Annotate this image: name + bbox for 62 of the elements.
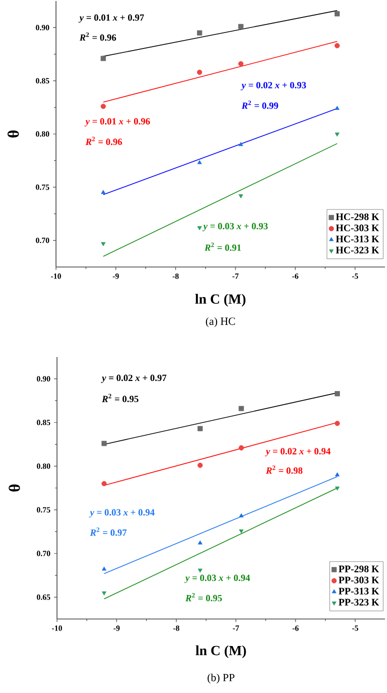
point (239, 513, 244, 518)
legend-label: HC-313 K (336, 236, 380, 242)
point (196, 30, 202, 36)
x-axis-title: ln C (M) (196, 645, 246, 658)
point (102, 566, 106, 571)
annotation: y = 0.03 x + 0.94 (89, 509, 155, 518)
annotation: y = 0.01 x + 0.97 (78, 14, 144, 23)
annotation: R$^{2}$ = 0.98 (266, 465, 302, 474)
y-axis-title: θ (8, 484, 20, 492)
point (197, 160, 202, 164)
point (196, 70, 202, 75)
annotation: y = 0.03 x + 0.93 (202, 222, 268, 232)
point (102, 481, 107, 486)
point (334, 391, 340, 396)
point (238, 445, 244, 450)
annotation: R$^{2}$ = 0.99 (242, 100, 278, 109)
point (238, 194, 244, 198)
point (335, 472, 340, 476)
annotation: y = 0.02 x + 0.94 (264, 448, 330, 456)
point (238, 142, 244, 146)
point (100, 104, 106, 109)
annotation: y = 0.01 x + 0.96 (84, 118, 150, 126)
point (238, 406, 244, 412)
point (334, 43, 340, 48)
annotation: y = 0.02 x + 0.93 (240, 82, 306, 90)
point (100, 56, 106, 62)
annotation: R$^{2}$ = 0.95 (102, 394, 138, 402)
point (238, 24, 244, 30)
legend-label: PP-323 K (338, 598, 380, 606)
legend-label: PP-298 K (338, 566, 380, 572)
y-axis-title: θ (8, 130, 19, 138)
point (238, 61, 244, 66)
point (239, 529, 244, 534)
point (198, 426, 203, 432)
x-axis-title: ln C (M) (195, 294, 246, 307)
legend-label: HC-298 K (336, 213, 380, 220)
annotation: R$^{2}$ = 0.96 (85, 136, 122, 146)
point (334, 132, 340, 137)
legend-label: HC-323 K (336, 246, 380, 254)
annotation: R$^{2}$ = 0.91 (204, 242, 241, 251)
point (334, 420, 340, 426)
legend-label: PP-313 K (338, 588, 380, 594)
point (334, 11, 340, 16)
point (102, 440, 107, 446)
point (335, 486, 340, 491)
annotation: y = 0.03 x + 0.94 (184, 574, 250, 583)
point (198, 540, 202, 544)
annotation: R$^{2}$ = 0.95 (185, 592, 222, 602)
point (100, 190, 106, 194)
annotation: R$^{2}$ = 0.96 (80, 32, 116, 41)
point (102, 591, 106, 596)
annotation: y = 0.02 x + 0.97 (100, 374, 166, 384)
point (198, 568, 202, 573)
legend-label: PP-303 K (338, 576, 380, 584)
point (100, 242, 106, 246)
annotation: R$^{2}$ = 0.97 (90, 527, 127, 536)
text: (b) PP (208, 674, 234, 684)
point (334, 106, 340, 110)
legend-label: HC-303 K (336, 224, 380, 232)
text: (a) HC (206, 317, 235, 328)
point (198, 462, 203, 468)
point (197, 226, 202, 230)
